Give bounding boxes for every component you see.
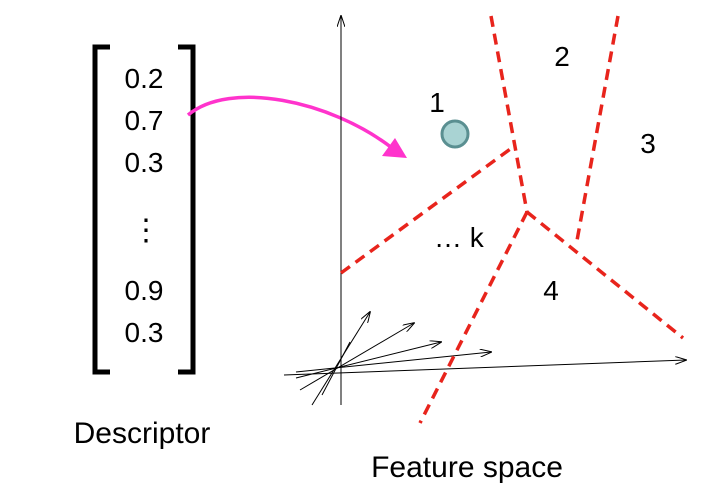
feature-space-caption: Feature space bbox=[371, 451, 563, 484]
descriptor-value-1: 0.2 bbox=[125, 63, 164, 94]
boundary-top-left bbox=[489, 15, 529, 213]
left-bracket bbox=[92, 44, 110, 375]
region-label-3: 3 bbox=[640, 128, 656, 159]
mapping-arrow bbox=[186, 95, 394, 150]
descriptor-value-2: 0.7 bbox=[125, 105, 164, 136]
region-label-4: 4 bbox=[543, 275, 559, 306]
feature-x-axis bbox=[283, 360, 686, 376]
projection-vectors bbox=[295, 312, 491, 406]
descriptor-ellipsis: ⋮ bbox=[131, 214, 161, 247]
mapping-arrowhead bbox=[382, 138, 407, 158]
boundary-right bbox=[525, 210, 685, 340]
region-boundaries bbox=[339, 15, 685, 424]
region-label-k: … k bbox=[434, 222, 485, 253]
descriptor-value-5: 0.9 bbox=[125, 275, 164, 306]
feature-point bbox=[440, 119, 470, 149]
descriptor-caption: Descriptor bbox=[74, 417, 211, 450]
boundary-bottom bbox=[418, 211, 529, 424]
region-label-2: 2 bbox=[554, 41, 570, 72]
boundary-top-right bbox=[574, 15, 620, 247]
descriptor-value-3: 0.3 bbox=[125, 147, 164, 178]
descriptor-value-6: 0.3 bbox=[125, 317, 164, 348]
region-label-1: 1 bbox=[429, 87, 445, 118]
right-bracket bbox=[178, 44, 196, 375]
boundary-left bbox=[339, 145, 515, 275]
